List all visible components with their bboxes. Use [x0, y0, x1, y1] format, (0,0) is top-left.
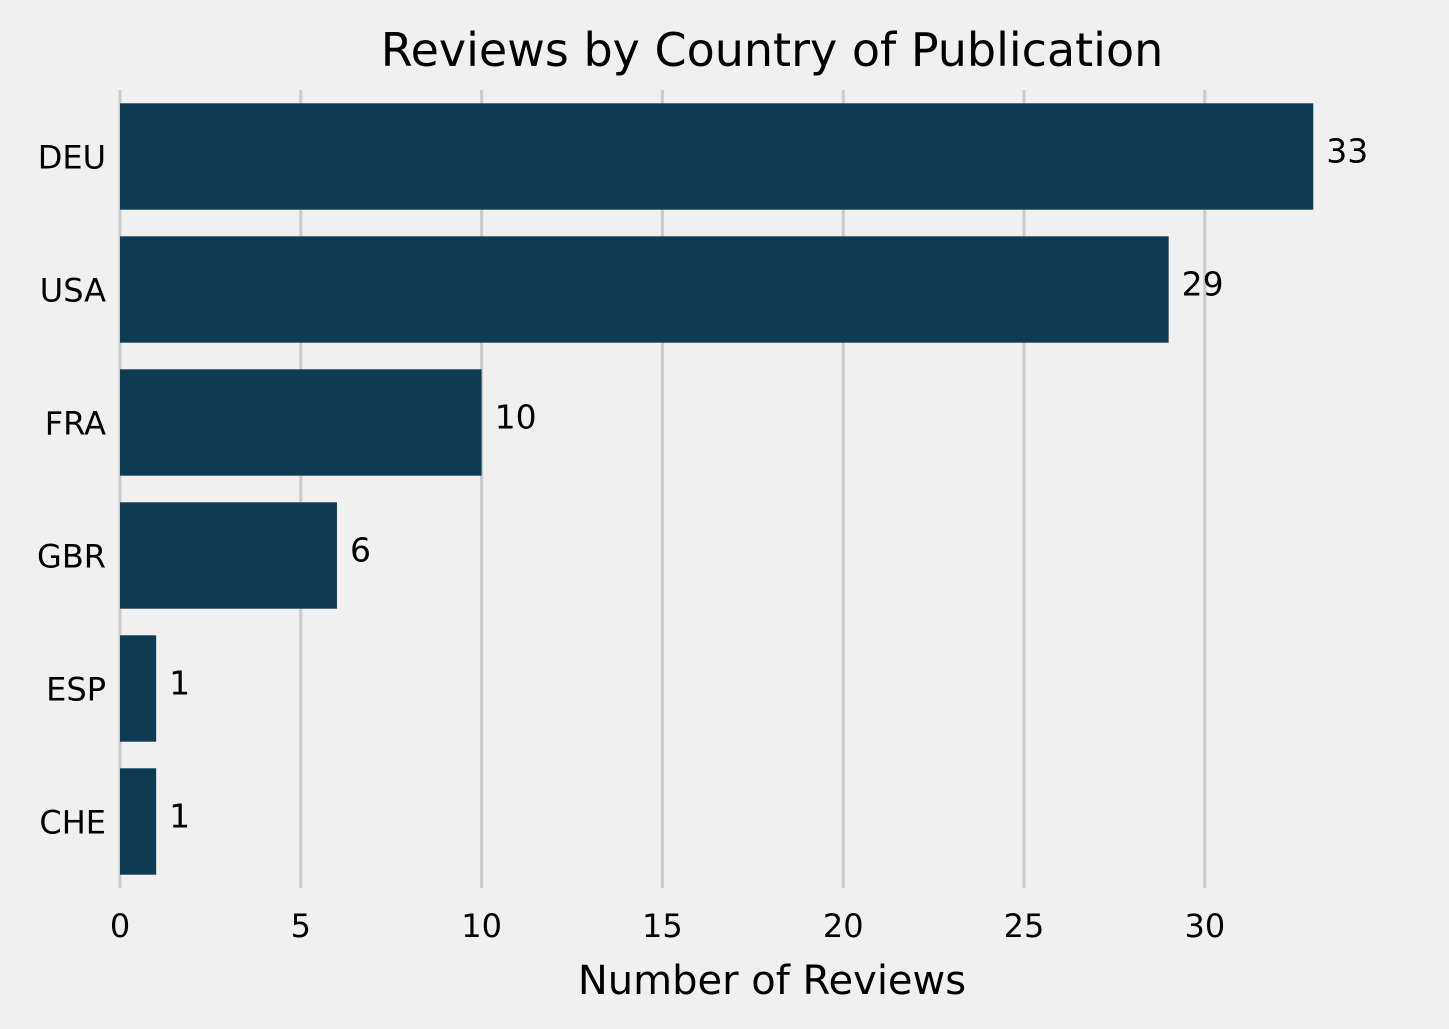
gridlines — [118, 90, 1207, 888]
x-tick-label: 20 — [823, 907, 864, 945]
bars — [120, 103, 1314, 875]
y-tick-label: CHE — [39, 804, 106, 842]
x-tick-label: 25 — [1004, 907, 1045, 945]
data-label-fra: 10 — [495, 398, 537, 437]
x-axis-title: Number of Reviews — [578, 958, 966, 1004]
y-axis-tick-labels: DEU USA FRA GBR ESP CHE — [37, 139, 106, 842]
data-label-che: 1 — [169, 797, 190, 836]
data-label-usa: 29 — [1182, 265, 1224, 304]
data-label-esp: 1 — [169, 664, 190, 703]
bar-fra — [120, 369, 482, 476]
y-tick-label: DEU — [38, 139, 106, 177]
y-tick-label: GBR — [37, 538, 106, 576]
bar-usa — [120, 236, 1169, 343]
x-tick-label: 30 — [1184, 907, 1225, 945]
y-tick-label: ESP — [46, 671, 106, 709]
x-tick-label: 10 — [461, 907, 502, 945]
x-axis-tick-labels: 0 5 10 15 20 25 30 — [110, 907, 1225, 945]
data-label-deu: 33 — [1326, 132, 1368, 171]
bar-deu — [120, 103, 1314, 210]
y-tick-label: FRA — [45, 405, 106, 443]
chart-title: Reviews by Country of Publication — [381, 23, 1164, 77]
x-tick-label: 15 — [642, 907, 683, 945]
y-tick-label: USA — [40, 272, 106, 310]
bar-esp — [120, 635, 157, 742]
x-tick-label: 0 — [110, 907, 130, 945]
data-label-gbr: 6 — [350, 531, 371, 570]
data-labels: 33 29 10 6 1 1 — [169, 132, 1368, 836]
bar-gbr — [120, 502, 337, 609]
bar-che — [120, 768, 157, 875]
x-tick-label: 5 — [291, 907, 311, 945]
